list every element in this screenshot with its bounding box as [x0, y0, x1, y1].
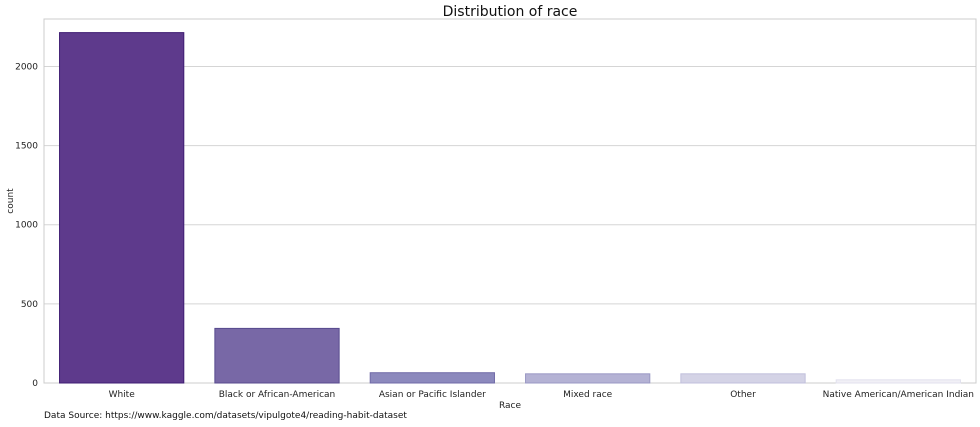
- y-axis-label: count: [6, 188, 16, 214]
- bar: [525, 373, 651, 384]
- x-tick-label: Mixed race: [563, 390, 613, 400]
- x-tick-label: White: [109, 390, 136, 400]
- y-tick-label: 1000: [15, 221, 38, 231]
- bar: [214, 327, 340, 384]
- bar: [835, 379, 961, 384]
- bar: [369, 372, 495, 384]
- y-tick-label: 2000: [15, 62, 38, 72]
- x-tick-label: Other: [730, 390, 756, 400]
- x-axis-label: Race: [499, 401, 522, 411]
- y-tick-label: 500: [21, 300, 38, 310]
- bars: [59, 32, 961, 384]
- chart-title: Distribution of race: [443, 4, 578, 20]
- data-source-note: Data Source: https://www.kaggle.com/data…: [44, 411, 407, 421]
- x-tick-label: Asian or Pacific Islander: [379, 390, 486, 400]
- bar: [59, 32, 185, 384]
- y-tick-label: 0: [32, 379, 38, 389]
- x-tick-label: Native American/American Indian: [823, 390, 974, 400]
- y-tick-labels: 0 500 1000 1500 2000: [15, 62, 38, 389]
- bar: [680, 373, 806, 384]
- plot-frame: [43, 18, 977, 384]
- y-tick-label: 1500: [15, 142, 38, 152]
- x-tick-label: Black or African-American: [219, 390, 336, 400]
- x-tick-labels: White Black or African-American Asian or P…: [109, 390, 974, 400]
